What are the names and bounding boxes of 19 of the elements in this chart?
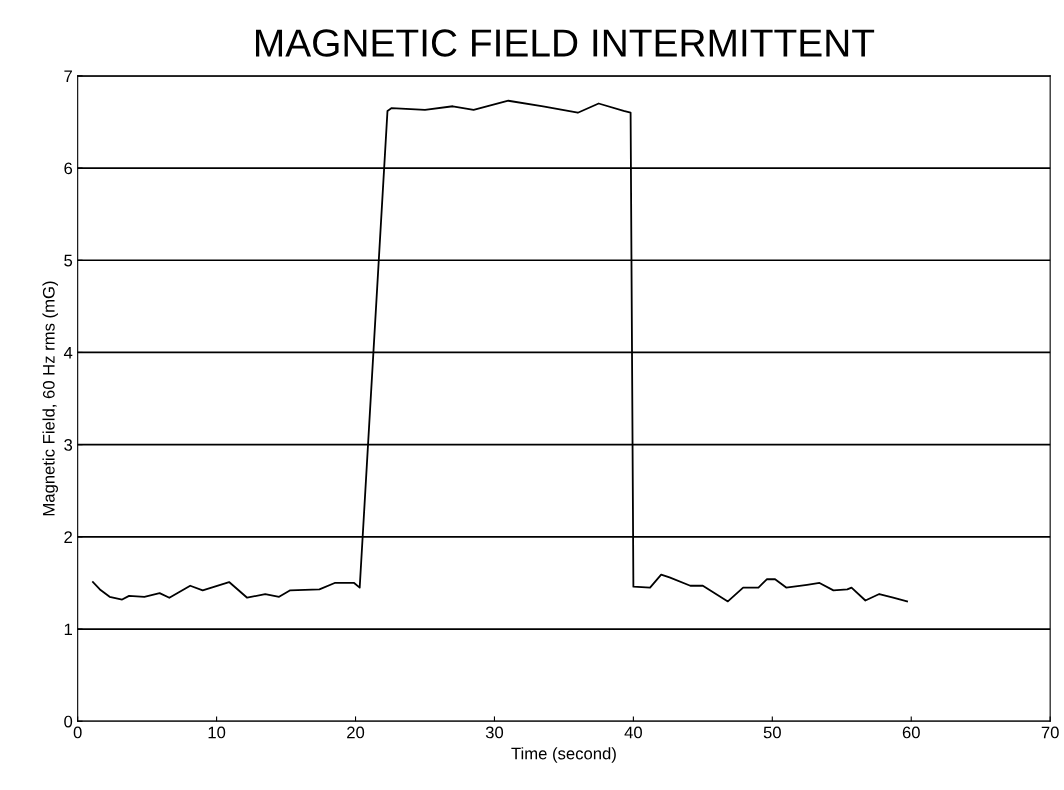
chart-title: MAGNETIC FIELD INTERMITTENT	[256, 29, 875, 57]
y-tick-label: 4	[63, 347, 73, 359]
x-tick-label: 50	[763, 726, 781, 739]
x-tick-label: 20	[347, 726, 365, 739]
y-tick-label: 0	[64, 715, 73, 728]
y-tick-label: 5	[64, 254, 73, 267]
x-tick-label: 70	[1041, 726, 1059, 739]
x-tick-label: 40	[624, 726, 642, 739]
x-axis-title: Time (second)	[511, 747, 616, 763]
y-axis-title: Magnetic Field, 60 Hz rms (mG)	[42, 281, 58, 516]
x-tick-label: 30	[485, 726, 504, 739]
x-tick-label: 10	[208, 726, 226, 739]
x-tick-label: 0	[73, 726, 82, 739]
y-tick-label: 3	[64, 439, 73, 451]
y-tick-label: 1	[64, 623, 72, 636]
y-tick-label: 6	[64, 162, 73, 175]
y-tick-label: 2	[64, 531, 72, 543]
x-tick-label: 60	[902, 726, 920, 739]
y-tick-label: 7	[64, 70, 72, 82]
